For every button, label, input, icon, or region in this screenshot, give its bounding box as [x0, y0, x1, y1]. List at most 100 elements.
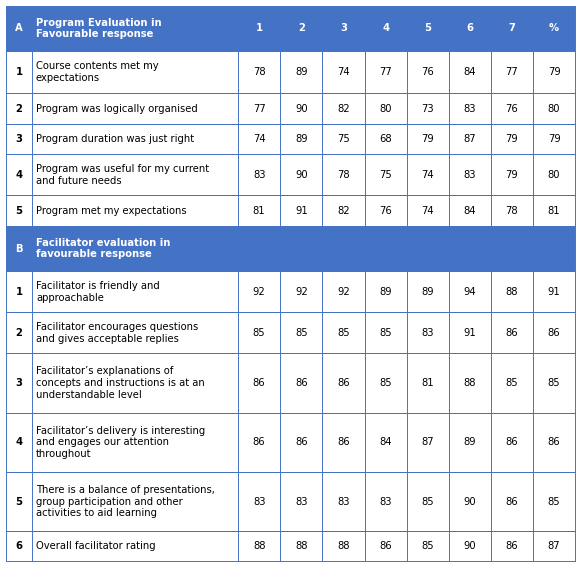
Text: 86: 86 — [548, 328, 561, 338]
Bar — [6, 154, 575, 195]
Bar — [6, 472, 575, 531]
Text: 87: 87 — [421, 437, 434, 447]
Text: 79: 79 — [421, 134, 434, 144]
Text: 7: 7 — [508, 23, 515, 33]
Text: 75: 75 — [379, 170, 392, 180]
Text: 88: 88 — [337, 541, 350, 551]
Text: 87: 87 — [548, 541, 561, 551]
Text: 81: 81 — [421, 378, 434, 388]
Text: 81: 81 — [253, 206, 266, 215]
Text: Program was logically organised: Program was logically organised — [36, 104, 198, 113]
Text: 80: 80 — [548, 104, 560, 113]
Text: 73: 73 — [421, 104, 434, 113]
Text: 90: 90 — [464, 541, 476, 551]
Text: There is a balance of presentations,
group participation and other
activities to: There is a balance of presentations, gro… — [36, 485, 215, 518]
Text: 78: 78 — [253, 67, 266, 77]
Text: 92: 92 — [295, 287, 308, 297]
Text: 83: 83 — [421, 328, 434, 338]
Text: Facilitator’s delivery is interesting
and engages our attention
throughout: Facilitator’s delivery is interesting an… — [36, 426, 205, 459]
Text: 74: 74 — [421, 206, 434, 215]
Text: Program met my expectations: Program met my expectations — [36, 206, 187, 215]
Text: 85: 85 — [379, 378, 392, 388]
Text: 89: 89 — [464, 437, 476, 447]
Text: 83: 83 — [253, 170, 266, 180]
Bar — [6, 94, 575, 124]
Text: 92: 92 — [337, 287, 350, 297]
Text: 90: 90 — [295, 170, 307, 180]
Text: 82: 82 — [337, 104, 350, 113]
Text: 5: 5 — [16, 497, 23, 507]
Text: Facilitator evaluation in
favourable response: Facilitator evaluation in favourable res… — [36, 238, 170, 259]
Text: 80: 80 — [548, 170, 560, 180]
Text: 4: 4 — [15, 170, 23, 180]
Text: 76: 76 — [421, 67, 434, 77]
Text: 78: 78 — [505, 206, 518, 215]
Text: 89: 89 — [379, 287, 392, 297]
Text: 85: 85 — [548, 497, 561, 507]
Text: 88: 88 — [464, 378, 476, 388]
Text: 76: 76 — [379, 206, 392, 215]
Text: 79: 79 — [548, 67, 561, 77]
Text: Facilitator encourages questions
and gives acceptable replies: Facilitator encourages questions and giv… — [36, 322, 198, 344]
Text: 2: 2 — [298, 23, 305, 33]
Text: 91: 91 — [548, 287, 561, 297]
Text: 90: 90 — [295, 104, 307, 113]
Text: 91: 91 — [464, 328, 476, 338]
Text: 82: 82 — [337, 206, 350, 215]
Bar — [6, 124, 575, 154]
Text: A: A — [15, 23, 23, 33]
Text: 1: 1 — [15, 287, 23, 297]
Text: 81: 81 — [548, 206, 561, 215]
Text: B: B — [15, 244, 23, 253]
Text: 79: 79 — [548, 134, 561, 144]
Text: 86: 86 — [505, 541, 518, 551]
Text: 86: 86 — [548, 437, 561, 447]
Text: 83: 83 — [464, 170, 476, 180]
Text: 92: 92 — [253, 287, 266, 297]
Text: 74: 74 — [337, 67, 350, 77]
Text: 85: 85 — [295, 328, 307, 338]
Text: 83: 83 — [295, 497, 307, 507]
Text: 86: 86 — [295, 437, 307, 447]
Text: 85: 85 — [379, 328, 392, 338]
Bar — [6, 413, 575, 472]
Text: 94: 94 — [464, 287, 476, 297]
Text: 84: 84 — [379, 437, 392, 447]
Text: 89: 89 — [421, 287, 434, 297]
Text: 83: 83 — [379, 497, 392, 507]
Text: 2: 2 — [16, 104, 22, 113]
Text: 91: 91 — [295, 206, 308, 215]
Text: 86: 86 — [505, 328, 518, 338]
Text: 87: 87 — [464, 134, 476, 144]
Text: 85: 85 — [337, 328, 350, 338]
Text: 75: 75 — [337, 134, 350, 144]
Text: 89: 89 — [295, 67, 307, 77]
Text: 88: 88 — [253, 541, 266, 551]
Text: %: % — [549, 23, 559, 33]
Text: 1: 1 — [15, 67, 23, 77]
Text: 79: 79 — [505, 134, 518, 144]
Text: 86: 86 — [253, 378, 266, 388]
Text: 77: 77 — [379, 67, 392, 77]
Text: 77: 77 — [505, 67, 518, 77]
Text: 78: 78 — [337, 170, 350, 180]
Text: 80: 80 — [379, 104, 392, 113]
Text: Facilitator’s explanations of
concepts and instructions is at an
understandable : Facilitator’s explanations of concepts a… — [36, 366, 205, 400]
Bar — [6, 353, 575, 413]
Bar — [6, 271, 575, 312]
Text: 76: 76 — [505, 104, 518, 113]
Text: 6: 6 — [467, 23, 474, 33]
Text: Course contents met my
expectations: Course contents met my expectations — [36, 61, 159, 83]
Text: 3: 3 — [16, 378, 22, 388]
Text: 4: 4 — [382, 23, 389, 33]
Text: 74: 74 — [253, 134, 266, 144]
Text: 86: 86 — [379, 541, 392, 551]
Text: 79: 79 — [505, 170, 518, 180]
Text: 83: 83 — [337, 497, 350, 507]
Bar — [6, 312, 575, 353]
Text: 86: 86 — [295, 378, 307, 388]
Text: 74: 74 — [421, 170, 434, 180]
Text: 90: 90 — [464, 497, 476, 507]
Bar — [6, 51, 575, 94]
Bar — [6, 226, 575, 271]
